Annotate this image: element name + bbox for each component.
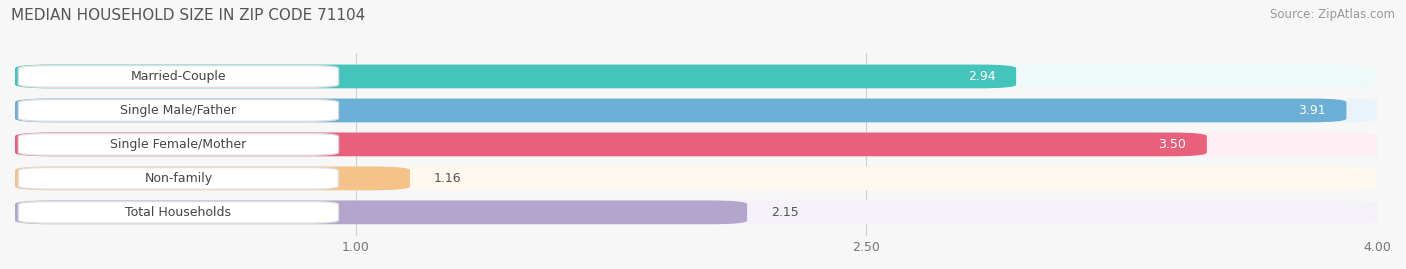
Text: Married-Couple: Married-Couple [131, 70, 226, 83]
FancyBboxPatch shape [15, 167, 411, 190]
FancyBboxPatch shape [15, 167, 1376, 190]
Text: MEDIAN HOUSEHOLD SIZE IN ZIP CODE 71104: MEDIAN HOUSEHOLD SIZE IN ZIP CODE 71104 [11, 8, 366, 23]
FancyBboxPatch shape [15, 200, 1376, 224]
Text: Non-family: Non-family [145, 172, 212, 185]
Text: 3.91: 3.91 [1298, 104, 1326, 117]
Text: 3.50: 3.50 [1159, 138, 1187, 151]
FancyBboxPatch shape [15, 133, 1376, 156]
FancyBboxPatch shape [18, 201, 339, 223]
FancyBboxPatch shape [18, 168, 339, 189]
FancyBboxPatch shape [15, 98, 1376, 122]
Text: 1.16: 1.16 [434, 172, 461, 185]
Text: 2.94: 2.94 [969, 70, 995, 83]
Text: 2.15: 2.15 [770, 206, 799, 219]
FancyBboxPatch shape [15, 133, 1206, 156]
FancyBboxPatch shape [18, 66, 339, 87]
Text: Single Male/Father: Single Male/Father [121, 104, 236, 117]
FancyBboxPatch shape [18, 100, 339, 121]
FancyBboxPatch shape [18, 133, 339, 155]
Text: Source: ZipAtlas.com: Source: ZipAtlas.com [1270, 8, 1395, 21]
FancyBboxPatch shape [15, 98, 1347, 122]
FancyBboxPatch shape [15, 200, 747, 224]
FancyBboxPatch shape [15, 65, 1376, 88]
Text: Single Female/Mother: Single Female/Mother [110, 138, 246, 151]
FancyBboxPatch shape [15, 65, 1017, 88]
Text: Total Households: Total Households [125, 206, 232, 219]
